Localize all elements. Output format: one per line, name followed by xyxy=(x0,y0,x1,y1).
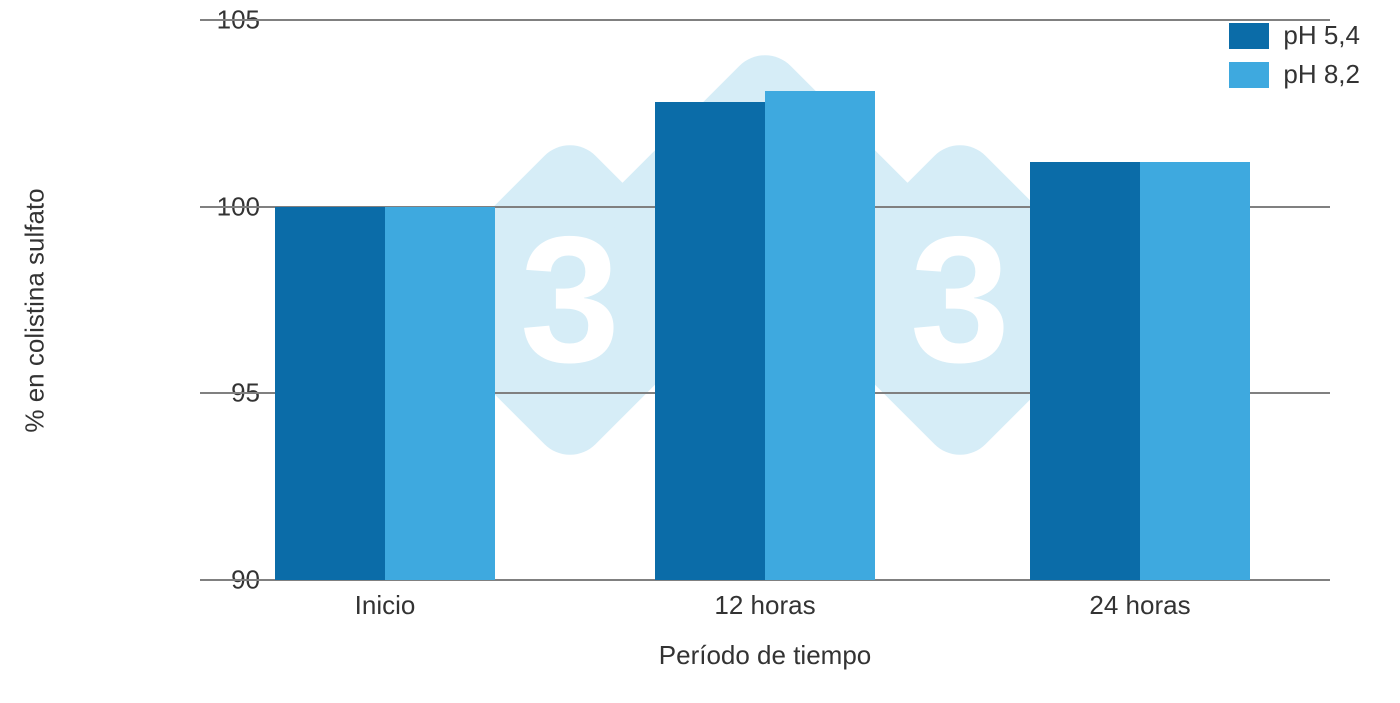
x-tick-label: 24 horas xyxy=(1089,590,1190,621)
x-tick-label: 12 horas xyxy=(714,590,815,621)
bar-chart: % en colistina sulfato 9095100105 333 In… xyxy=(0,0,1400,703)
y-axis-label: % en colistina sulfato xyxy=(0,0,70,620)
bar xyxy=(765,91,875,580)
bar xyxy=(1140,162,1250,580)
x-axis-label-text: Período de tiempo xyxy=(659,640,871,670)
plot-area: 333 xyxy=(200,20,1330,580)
bar xyxy=(275,207,385,580)
legend-label: pH 5,4 xyxy=(1283,20,1360,51)
legend-swatch xyxy=(1229,23,1269,49)
bars-layer xyxy=(200,20,1330,580)
legend-item: pH 5,4 xyxy=(1229,20,1360,51)
y-axis-label-text: % en colistina sulfato xyxy=(20,188,51,432)
legend-item: pH 8,2 xyxy=(1229,59,1360,90)
bar xyxy=(1030,162,1140,580)
x-tick-label: Inicio xyxy=(355,590,416,621)
legend: pH 5,4 pH 8,2 xyxy=(1229,20,1360,90)
legend-label: pH 8,2 xyxy=(1283,59,1360,90)
bar xyxy=(655,102,765,580)
legend-swatch xyxy=(1229,62,1269,88)
bar xyxy=(385,207,495,580)
x-axis-label: Período de tiempo xyxy=(200,640,1330,671)
